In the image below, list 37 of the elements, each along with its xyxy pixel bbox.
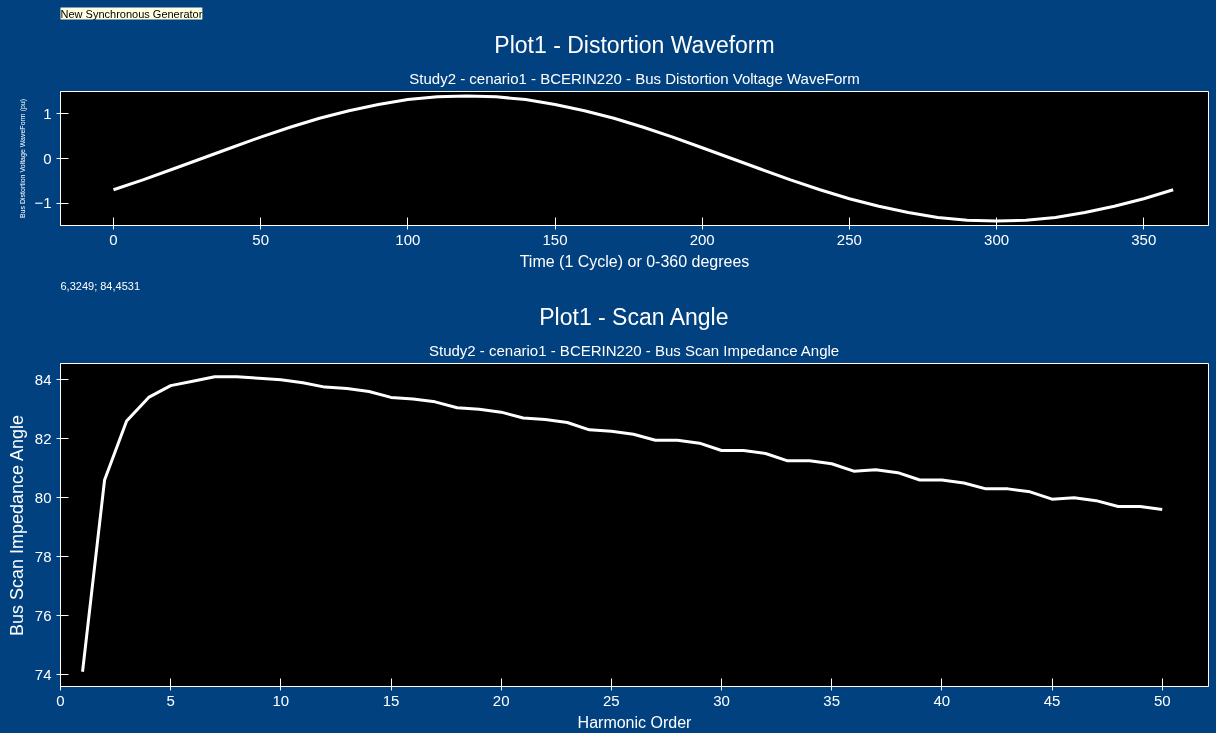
x-tick-label: 150	[542, 230, 568, 248]
y-tick-label: −1	[34, 194, 52, 212]
text: 6,3249; 84,4531	[60, 279, 141, 292]
y-tick-label: 0	[43, 149, 52, 167]
x-tick-label: 15	[382, 691, 400, 709]
x-tick-label: 0	[56, 691, 65, 709]
y-tick-label: 82	[34, 429, 52, 447]
x-tick-label: 50	[1153, 691, 1171, 709]
y-axis-title: Bus Scan Impedance Angle	[6, 414, 27, 637]
x-tick-label: 30	[713, 691, 730, 709]
x-tick-label: 45	[1043, 691, 1061, 709]
y-tick-label: 80	[34, 488, 52, 506]
x-tick-label: 25	[603, 691, 620, 709]
chart-title: Plot1 - Scan Angle	[539, 303, 729, 330]
chart-subtitle: Study2 - cenario1 - BCERIN220 - Bus Distortion Voltage WaveForm	[409, 69, 860, 87]
x-axis-title: Harmonic Order	[577, 713, 693, 731]
x-tick-label: 250	[836, 230, 862, 248]
x-tick-label: 35	[823, 691, 841, 709]
line-series	[81, 375, 1164, 674]
x-tick-label: 20	[492, 691, 510, 709]
y-tick-label: 78	[34, 547, 52, 565]
x-axis-title: Time (1 Cycle) or 0-360 degrees	[519, 252, 750, 270]
x-tick-label: 10	[272, 691, 290, 709]
x-tick-label: 200	[689, 230, 715, 248]
chart-title: Plot1 - Distortion Waveform	[494, 31, 775, 58]
x-tick-label: 100	[395, 230, 421, 248]
x-tick-label: 300	[984, 230, 1010, 248]
x-tick-label: 5	[166, 691, 175, 709]
x-tick-label: 40	[933, 691, 951, 709]
chart-subtitle: Study2 - cenario1 - BCERIN220 - Bus Scan Impedance Angle	[428, 341, 840, 359]
y-tick-label: 84	[34, 370, 52, 388]
y-tick-label: 74	[34, 665, 52, 683]
x-tick-label: 50	[252, 230, 270, 248]
x-tick-label: 0	[109, 230, 118, 248]
x-tick-label: 350	[1131, 230, 1157, 248]
y-tick-label: 1	[43, 104, 52, 122]
y-tick-label: 76	[34, 606, 52, 624]
